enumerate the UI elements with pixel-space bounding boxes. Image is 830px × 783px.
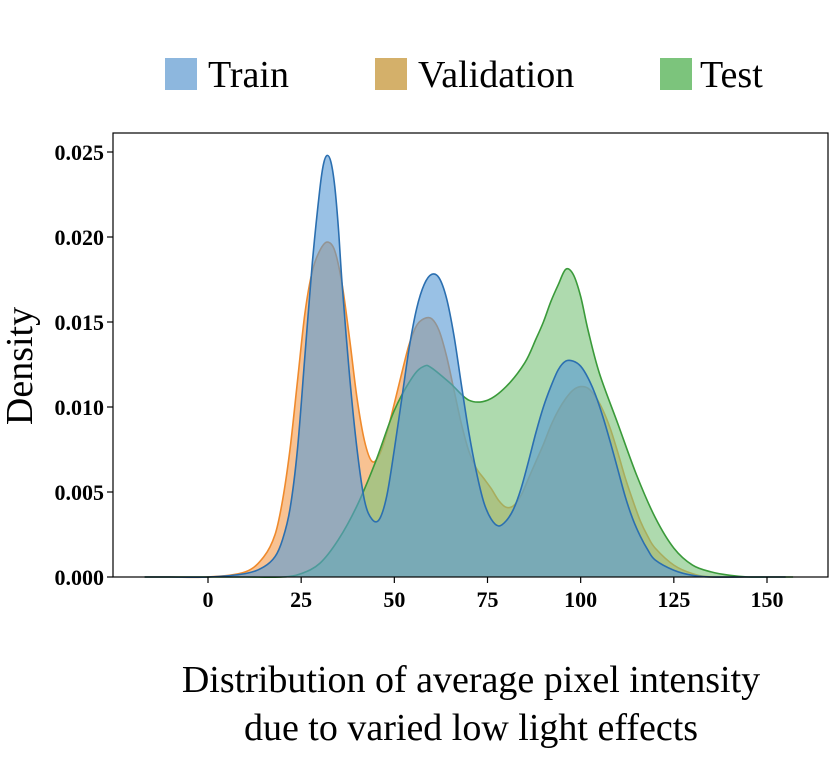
legend-swatch-validation: [375, 58, 407, 90]
x-tick-label: 75: [477, 587, 499, 612]
density-area-test: [144, 268, 794, 578]
y-tick-label: 0.005: [55, 480, 105, 505]
y-tick-label: 0.015: [55, 310, 105, 335]
x-axis-label-line-2: due to varied low light effects: [244, 707, 698, 749]
plot-frame: [112, 132, 829, 578]
x-tick-label: 150: [751, 587, 784, 612]
legend-label-validation: Validation: [418, 54, 574, 96]
y-axis-label: Density: [0, 307, 41, 425]
legend-label-test: Test: [700, 54, 763, 96]
density-line-train: [144, 154, 786, 579]
x-tick-label: 0: [203, 587, 214, 612]
x-tick-label: 25: [290, 587, 312, 612]
y-tick-label: 0.020: [55, 225, 105, 250]
series-layer: [144, 154, 794, 579]
y-tick-label: 0.000: [55, 565, 105, 590]
legend-swatch-test: [660, 58, 692, 90]
y-tick-label: 0.010: [55, 395, 105, 420]
x-tick-label: 100: [564, 587, 597, 612]
x-tick-label: 50: [383, 587, 405, 612]
x-axis-label-line-1: Distribution of average pixel intensity: [182, 659, 760, 701]
x-tick-label: 125: [657, 587, 690, 612]
density-area-train: [144, 155, 786, 578]
legend: Train Validation Test: [165, 54, 763, 96]
y-tick-label: 0.025: [55, 140, 105, 165]
tick-layer: 0 25 50 75 100 125 150 0.000 0.005 0.010 0.015 0.02…: [55, 140, 784, 612]
legend-swatch-train: [165, 58, 197, 90]
legend-label-train: Train: [208, 54, 289, 96]
